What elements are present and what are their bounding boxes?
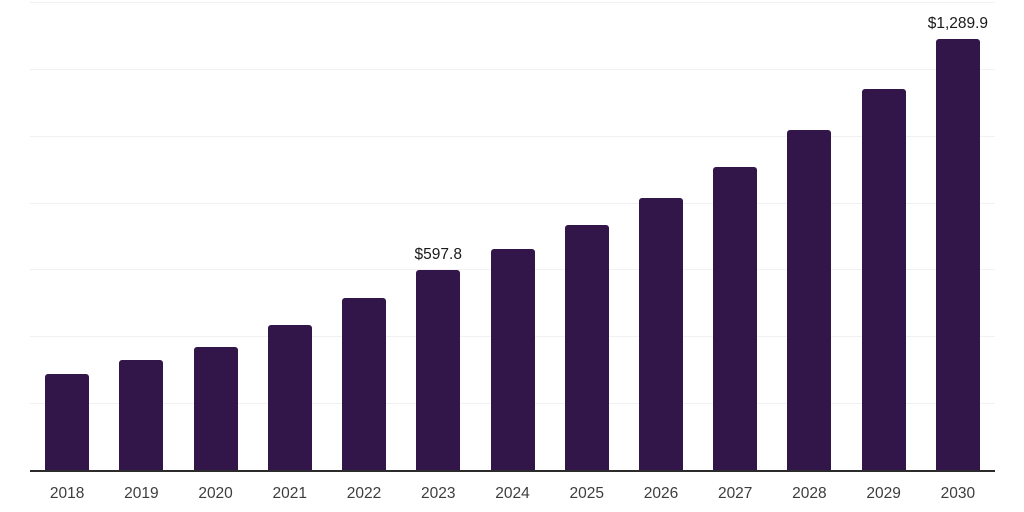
- bar-2021: [267, 324, 312, 470]
- bar-value-label-2023: $597.8: [414, 246, 462, 264]
- bar-2027: [713, 166, 758, 470]
- bar-2019: [119, 359, 164, 470]
- x-tick-label-2028: 2028: [792, 485, 827, 502]
- x-tick-label-2021: 2021: [272, 485, 308, 502]
- x-tick-label-2025: 2025: [569, 485, 604, 502]
- gridline-1000: [30, 135, 995, 137]
- bar-2028: [787, 130, 832, 470]
- bar-2025: [564, 225, 609, 470]
- gridline-800: [30, 202, 995, 204]
- x-tick-label-2026: 2026: [643, 485, 679, 502]
- x-tick-label-2018: 2018: [49, 485, 85, 502]
- bar-2018: [45, 373, 90, 470]
- gridline-1400: [30, 2, 995, 3]
- bar-2024: [490, 248, 535, 470]
- x-axis-line: [30, 469, 995, 472]
- x-tick-label-2022: 2022: [346, 485, 382, 502]
- x-tick-label-2024: 2024: [495, 485, 530, 502]
- bar-2022: [342, 298, 387, 470]
- x-tick-label-2030: 2030: [940, 485, 976, 502]
- bar-2020: [193, 346, 238, 470]
- x-tick-label-2029: 2029: [866, 485, 901, 502]
- x-tick-label-2020: 2020: [198, 485, 233, 502]
- x-tick-label-2019: 2019: [124, 485, 159, 502]
- bar-value-label-2030: $1,289.9: [927, 14, 989, 32]
- gridline-1200: [30, 68, 995, 70]
- bar-2026: [638, 197, 683, 470]
- bar-2029: [861, 89, 906, 470]
- bar-2023: [416, 270, 461, 470]
- bar-2030: [935, 38, 980, 470]
- x-tick-label-2027: 2027: [717, 485, 753, 502]
- x-tick-label-2023: 2023: [421, 485, 456, 502]
